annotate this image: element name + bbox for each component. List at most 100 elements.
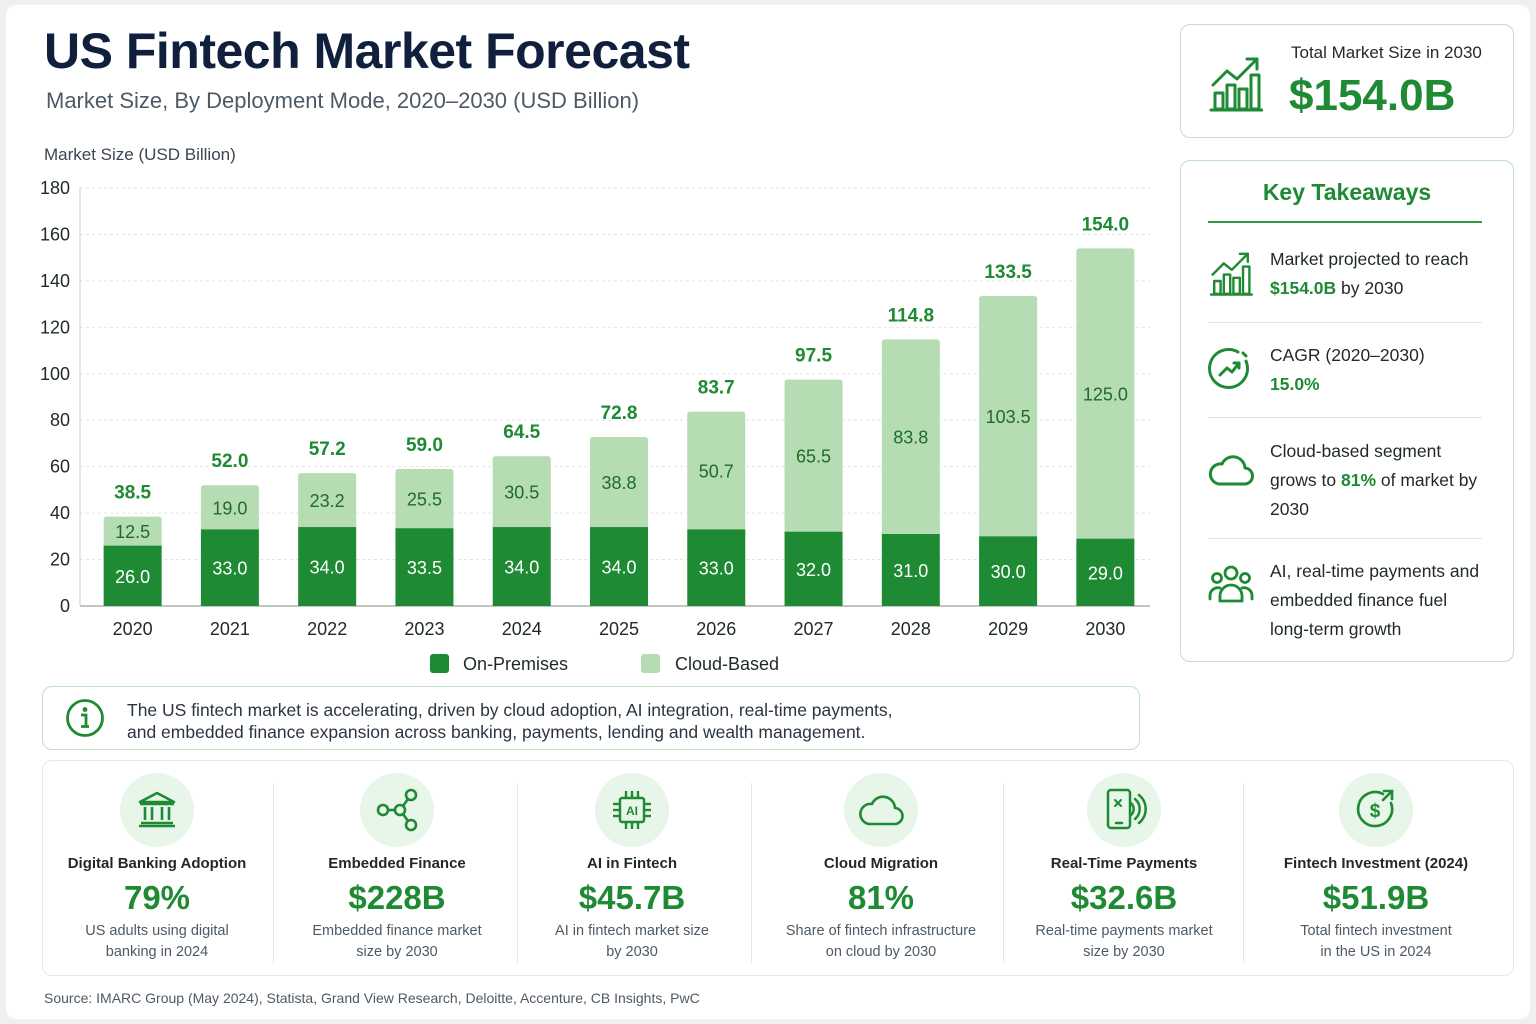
x-tick-label: 2020: [113, 619, 153, 639]
stat-value: $45.7B: [578, 879, 686, 916]
bar-on-premises: [590, 527, 648, 606]
data-label-on-premises: 31.0: [893, 561, 928, 581]
y-tick-label: 60: [50, 457, 70, 477]
divider: [517, 783, 518, 963]
bar-cloud-based: [395, 468, 454, 529]
bar-cloud-based: [590, 436, 648, 528]
data-label-cloud-based: 25.5: [407, 490, 442, 510]
stat-desc-line: on cloud by 2030: [825, 944, 937, 960]
stat-title: Fintech Investment (2024): [1283, 855, 1469, 872]
takeaway-text: CAGR (2020–2030) 15.0%: [1270, 341, 1485, 399]
bar-on-premises: [200, 529, 259, 606]
data-label-on-premises: 34.0: [504, 558, 539, 578]
data-label-on-premises: 30.0: [991, 562, 1026, 582]
stat-desc-line: banking in 2024: [105, 944, 209, 960]
takeaway-text: Market projected to reach $154.0B by 203…: [1270, 245, 1485, 303]
data-label-total: 72.8: [601, 403, 638, 424]
stat-desc-line: US adults using digital: [85, 923, 229, 939]
bar-cloud-based: [881, 339, 940, 535]
info-text: The US fintech market is accelerating, d…: [127, 699, 1007, 743]
stat-desc-line: size by 2030: [1083, 944, 1165, 960]
bar-cloud-based: [687, 411, 746, 530]
data-label-cloud-based: 23.2: [310, 491, 345, 511]
x-tick-label: 2027: [794, 619, 834, 639]
takeaway-text: Cloud-based segment grows to 81% of mark…: [1270, 437, 1485, 524]
dollar-growth-icon: $: [1356, 789, 1394, 828]
info-icon: [66, 699, 104, 737]
stat-desc-line: Total fintech investment: [1300, 923, 1452, 939]
data-label-on-premises: 26.0: [115, 567, 150, 587]
data-label-total: 97.5: [795, 346, 832, 367]
takeaway-item: Market projected to reach $154.0B by 203…: [1208, 239, 1482, 319]
svg-text:AI: AI: [626, 804, 638, 818]
stat-desc: Share of fintech infrastructure on cloud …: [766, 921, 996, 963]
legend-swatch-cloud-based: [641, 654, 660, 673]
y-tick-label: 120: [40, 317, 70, 337]
stat-value: $51.9B: [1322, 879, 1430, 916]
bar-on-premises: [492, 527, 551, 606]
takeaway-rest: of market by 2030: [1270, 470, 1478, 519]
data-label-on-premises: 34.0: [601, 558, 636, 578]
people-icon: [1208, 565, 1254, 603]
stat-title: Embedded Finance: [328, 855, 466, 872]
stat-desc-line: Embedded finance market: [312, 923, 482, 939]
data-label-cloud-based: 38.8: [601, 473, 636, 493]
y-axis-label: Market Size (USD Billion): [44, 145, 236, 164]
stat-desc-line: in the US in 2024: [1320, 944, 1432, 960]
takeaway-rest: by 2030: [1336, 278, 1404, 298]
y-tick-label: 160: [40, 224, 70, 244]
data-label-on-premises: 32.0: [796, 560, 831, 580]
x-tick-label: 2030: [1085, 619, 1125, 639]
page-subtitle: Market Size, By Deployment Mode, 2020–20…: [46, 88, 640, 113]
icon-badge: [1087, 773, 1161, 847]
data-label-cloud-based: 19.0: [212, 498, 247, 518]
data-label-on-premises: 29.0: [1088, 563, 1123, 583]
data-label-cloud-based: 65.5: [796, 447, 831, 467]
icon-badge: [360, 773, 434, 847]
data-label-total: 133.5: [984, 262, 1032, 283]
stat-value: $32.6B: [1070, 879, 1178, 916]
stat-cloud-migration: Cloud Migration 81% Share of fintech inf…: [766, 761, 996, 975]
x-tick-label: 2022: [307, 619, 347, 639]
stat-title: Cloud Migration: [823, 855, 939, 872]
stat-desc-line: by 2030: [606, 944, 658, 960]
data-label-on-premises: 33.0: [699, 559, 734, 579]
stat-desc: US adults using digital banking in 2024: [55, 921, 259, 963]
info-line: and embedded finance expansion across ba…: [127, 722, 866, 742]
info-line: The US fintech market is accelerating, d…: [127, 700, 893, 720]
y-tick-label: 20: [50, 550, 70, 570]
takeaway-item: Cloud-based segment grows to 81% of mark…: [1208, 427, 1482, 537]
data-label-total: 64.5: [503, 422, 540, 443]
divider: [1208, 322, 1482, 323]
icon-badge: [844, 773, 918, 847]
ai-chip-icon: AI: [613, 791, 651, 829]
stat-desc-line: Real-time payments market: [1035, 923, 1213, 939]
bar-chart-up-icon: [1209, 252, 1254, 296]
y-tick-label: 100: [40, 364, 70, 384]
total-market-label: Total Market Size in 2030: [1291, 43, 1482, 62]
takeaway-highlight: 15.0%: [1270, 374, 1320, 394]
data-label-total: 57.2: [309, 439, 346, 460]
takeaway-line: Cloud-based segment grows to: [1270, 441, 1442, 490]
svg-text:$: $: [1370, 801, 1381, 822]
data-label-total: 59.0: [406, 435, 443, 456]
bar-cloud-based: [492, 456, 551, 528]
x-tick-label: 2029: [988, 619, 1028, 639]
data-label-cloud-based: 83.8: [893, 428, 928, 448]
stat-title: Real-Time Payments: [1050, 855, 1198, 872]
data-label-total: 38.5: [114, 483, 151, 504]
data-label-cloud-based: 30.5: [504, 483, 539, 503]
divider: [1243, 783, 1244, 963]
source-note: Source: IMARC Group (May 2024), Statista…: [44, 990, 700, 1006]
takeaway-item: CAGR (2020–2030) 15.0%: [1208, 333, 1482, 413]
takeaway-text: AI, real-time payments and embedded fina…: [1270, 561, 1480, 639]
divider: [751, 783, 752, 963]
takeaway-highlight: $154.0B: [1270, 278, 1337, 298]
network-icon: [376, 788, 418, 832]
page-title: US Fintech Market Forecast: [44, 23, 690, 79]
gauge-icon: [1208, 347, 1250, 389]
bar-cloud-based: [1076, 248, 1135, 539]
bar-cloud-based: [200, 485, 259, 530]
divider: [273, 783, 274, 963]
legend-label-cloud-based: Cloud-Based: [675, 654, 779, 674]
